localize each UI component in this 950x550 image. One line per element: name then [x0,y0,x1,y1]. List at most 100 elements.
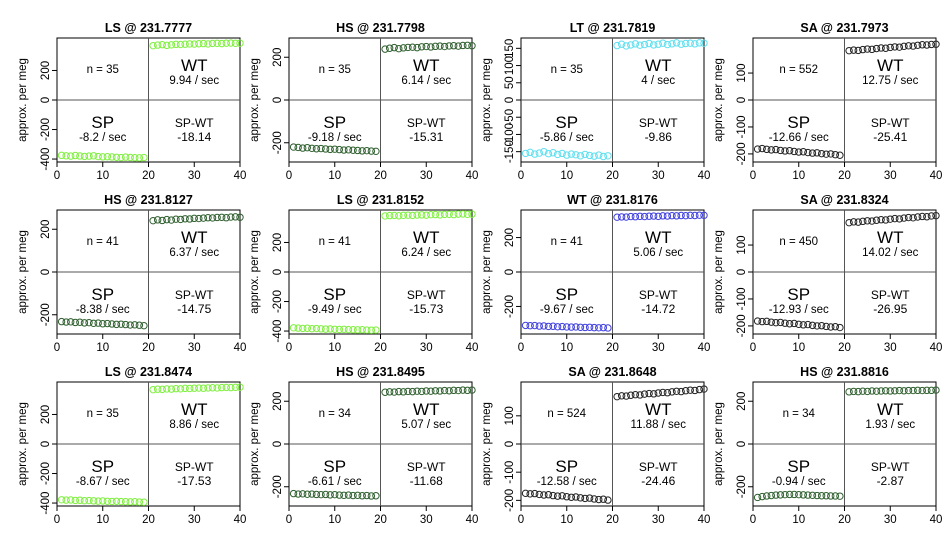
wt-point [918,41,926,49]
chart-title: LS @ 231.8152 [337,193,424,207]
wt-label: WT [877,228,903,247]
y-tick-label: 200 [504,228,516,247]
wt-point [227,383,235,392]
sp-point [563,323,571,331]
wt-point [149,385,157,394]
wt-point [459,210,467,218]
wt-point [695,39,704,47]
n-label: n = 34 [319,408,352,420]
wt-point [454,210,462,218]
wt-point [868,217,876,225]
wt-rate: 6.24 / sec [401,247,451,259]
sp-point [340,325,348,333]
sp-point [836,151,844,159]
wt-label: WT [645,56,671,75]
sp-point [76,318,84,326]
sp-point [108,497,116,506]
sp-point [544,150,553,158]
x-tick-label: 20 [838,342,851,354]
wt-point [153,385,162,393]
wt-point [677,211,685,220]
wt-point [454,42,462,50]
sp-point [567,150,576,158]
wt-point [849,387,858,396]
sp-point [785,490,794,499]
wt-point [845,218,853,227]
sp-point [67,496,75,504]
sp-point [544,491,553,499]
wt-point [436,211,444,219]
chart-title: HS @ 231.8495 [336,365,425,379]
y-tick-label: -200 [40,303,52,326]
wt-point [195,384,203,392]
sp-point [99,153,107,161]
wt-point [204,384,212,392]
y-axis-label: approx. per meg [249,402,261,486]
sp-point [135,498,144,506]
y-tick-label: 200 [40,61,52,80]
wt-point [663,389,672,397]
sp-point [799,148,808,156]
wt-point [654,212,662,221]
sp-rate: -12.66 / sec [769,132,829,144]
sp-point [344,325,353,334]
wt-point [149,216,157,225]
wt-rate: 4 / sec [641,75,675,87]
wt-point [231,39,240,48]
wt-point [450,386,458,395]
wt-point [895,386,904,395]
wt-point [181,384,189,393]
y-tick-label: -200 [272,131,284,154]
sp-point [808,149,817,157]
sp-rate: -9.18 / sec [308,132,362,144]
chart-title: LT @ 231.7819 [570,21,656,35]
chart-title: HS @ 231.8127 [104,193,193,207]
y-axis-label: approx. per meg [481,58,493,142]
wt-point [227,39,235,47]
x-tick-label: 0 [54,170,60,182]
y-tick-label: 150 [504,39,516,58]
x-tick-label: 0 [54,514,60,526]
x-tick-label: 30 [652,170,665,182]
wt-point [891,43,899,51]
x-tick-label: 20 [142,342,155,354]
wt-point [181,215,189,223]
sp-point [126,153,134,162]
sp-point [599,323,608,332]
y-axis-label: approx. per meg [17,58,29,142]
wt-point [863,387,872,396]
wt-point [408,387,417,396]
wt-point [859,217,867,226]
sp-point [358,492,366,500]
chart-title: LS @ 231.7777 [105,21,192,35]
wt-point [631,213,640,221]
sp-point [585,151,594,160]
x-tick-label: 30 [188,170,201,182]
wt-point [672,212,681,220]
wt-point [640,212,649,221]
wt-point [176,385,185,393]
x-tick-label: 30 [188,514,201,526]
y-tick-label: 100 [736,63,748,82]
sp-point [103,152,112,161]
sp-point [576,323,585,331]
y-tick-label: 0 [272,441,284,447]
x-tick-label: 20 [606,342,619,354]
wt-label: WT [181,400,207,419]
wt-point [854,46,862,55]
wt-point [863,45,872,53]
sp-point [535,149,543,157]
wt-point [627,212,635,221]
sp-point [804,491,812,499]
sp-point [535,322,543,330]
sp-point [353,146,362,155]
wt-point [854,218,862,226]
chart-panel: LS @ 231.7777 0 10 20 30 40 -400 -200 0 200 approx… [17,21,246,182]
sp-point [89,319,98,328]
sp-point [308,144,316,153]
wt-point [914,213,922,221]
wt-point [222,39,230,47]
wt-point [218,383,226,392]
sp-point [94,152,102,161]
x-tick-label: 30 [420,342,433,354]
